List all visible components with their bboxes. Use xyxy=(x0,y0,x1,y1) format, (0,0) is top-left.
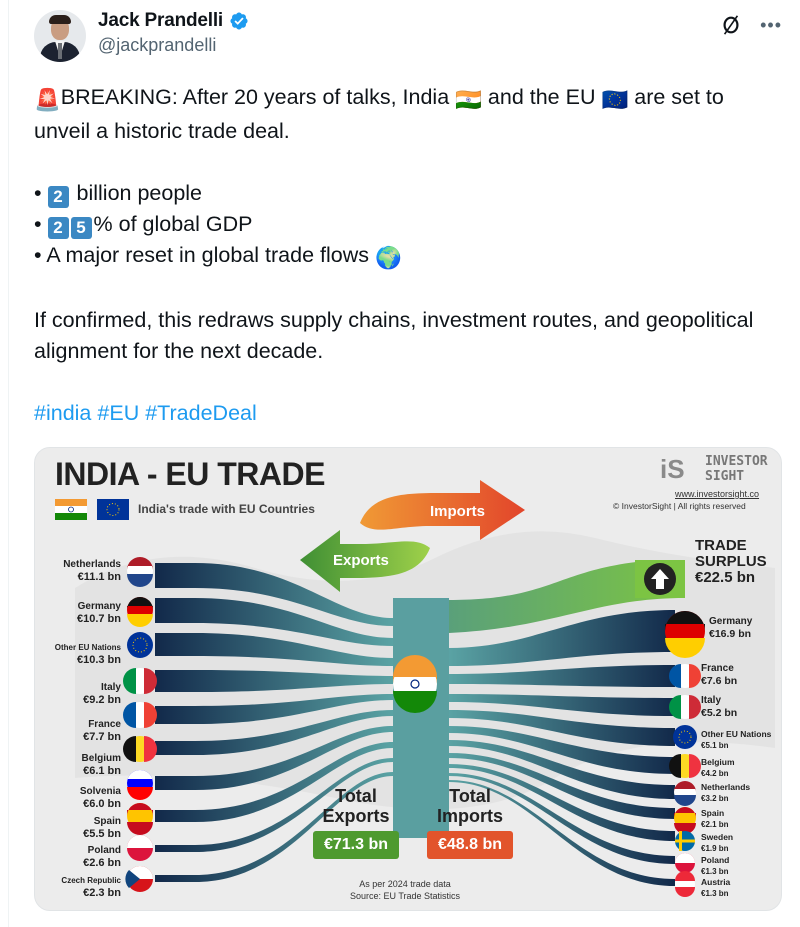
investorsight-logo-icon: iS xyxy=(660,454,685,484)
trade-surplus: TRADE SURPLUS €22.5 bn xyxy=(695,537,767,586)
bullet-item: • A major reset in global trade flows 🌍 xyxy=(34,240,774,274)
import-label: Belgium €4.2 bn xyxy=(701,757,735,778)
imports-arrow-label: Imports xyxy=(430,503,486,520)
hashtags: #india #EU #TradeDeal xyxy=(34,398,774,429)
siren-emoji-icon: 🚨 xyxy=(34,88,61,112)
total-exports-label: Total Exports xyxy=(322,786,390,826)
keycap-2-icon: 2 xyxy=(47,186,69,208)
import-label: Other EU Nations €5.1 bn xyxy=(701,729,772,750)
total-exports-value: €71.3 bn xyxy=(323,836,389,853)
total-imports-value: €48.8 bn xyxy=(437,836,503,853)
import-label: Austria €1.3 bn xyxy=(701,877,731,898)
export-label: Italy €9.2 bn xyxy=(83,682,121,706)
bullet-item: • 2 5% of global GDP xyxy=(34,212,253,239)
infographic-title: INDIA - EU TRADE xyxy=(55,456,325,492)
infographic-subtitle: India's trade with EU Countries xyxy=(138,502,315,516)
infographic-rights: © InvestorSight | All rights reserved xyxy=(613,501,746,511)
tweet-text: 🚨BREAKING: After 20 years of talks, Indi… xyxy=(34,82,774,429)
import-label: Germany €16.9 bn xyxy=(709,616,753,640)
breaking-line: 🚨BREAKING: After 20 years of talks, Indi… xyxy=(34,85,724,143)
import-label: Sweden €1.9 bn xyxy=(701,832,734,853)
more-options-icon[interactable]: ••• xyxy=(760,14,782,35)
import-label: Spain €2.1 bn xyxy=(701,808,729,829)
exports-arrow-label: Exports xyxy=(333,552,389,569)
import-label: Italy €5.2 bn xyxy=(701,695,738,719)
hashtag-link[interactable]: #EU xyxy=(97,401,140,425)
india-flag-icon: 🇮🇳 xyxy=(455,88,482,112)
eu-flag-icon: 🇪🇺 xyxy=(601,88,629,112)
tweet-header: Jack Prandelli @jackprandelli ••• xyxy=(34,10,782,66)
source-note: As per 2024 trade data Source: EU Trade S… xyxy=(349,879,461,901)
keycap-2-icon: 2 xyxy=(47,217,69,239)
author-handle[interactable]: @jackprandelli xyxy=(98,35,217,55)
export-label: Germany €10.7 bn xyxy=(76,601,121,625)
export-label: Czech Republic €2.3 bn xyxy=(61,876,121,899)
hashtag-link[interactable]: #india xyxy=(34,401,92,425)
export-label: Belgium €6.1 bn xyxy=(81,753,121,777)
globe-emoji-icon: 🌍 xyxy=(374,246,402,270)
import-label: France €7.6 bn xyxy=(701,663,738,687)
infographic-url: www.investorsight.co xyxy=(675,489,760,499)
export-label: Other EU Nations €10.3 bn xyxy=(54,643,121,666)
export-label: France €7.7 bn xyxy=(83,719,121,743)
bullet-item: • 2 billion people xyxy=(34,181,203,208)
export-label: Poland €2.6 bn xyxy=(83,845,121,869)
infographic-image[interactable]: INDIA - EU TRADE India's trade with EU C… xyxy=(34,447,782,911)
tweet-paragraph: If confirmed, this redraws supply chains… xyxy=(34,308,754,363)
export-label: Netherlands €11.1 bn xyxy=(63,559,121,583)
import-label: Netherlands €3.2 bn xyxy=(701,782,751,803)
hashtag-link[interactable]: #TradeDeal xyxy=(145,401,257,425)
timeline-divider xyxy=(8,0,9,927)
avatar[interactable] xyxy=(34,10,86,62)
keycap-5-icon: 5 xyxy=(70,217,92,239)
verified-badge-icon xyxy=(230,12,248,30)
import-label: Poland €1.3 bn xyxy=(701,855,730,876)
total-imports-label: Total Imports xyxy=(436,786,503,826)
investorsight-logo-text: INVESTOR SIGHT xyxy=(705,454,768,484)
author-display-name[interactable]: Jack Prandelli xyxy=(98,10,223,31)
infographic-graphics xyxy=(55,480,775,897)
grok-icon[interactable] xyxy=(720,14,742,36)
export-label: Spain €5.5 bn xyxy=(83,816,121,840)
export-label: Solvenia €6.0 bn xyxy=(79,786,121,810)
